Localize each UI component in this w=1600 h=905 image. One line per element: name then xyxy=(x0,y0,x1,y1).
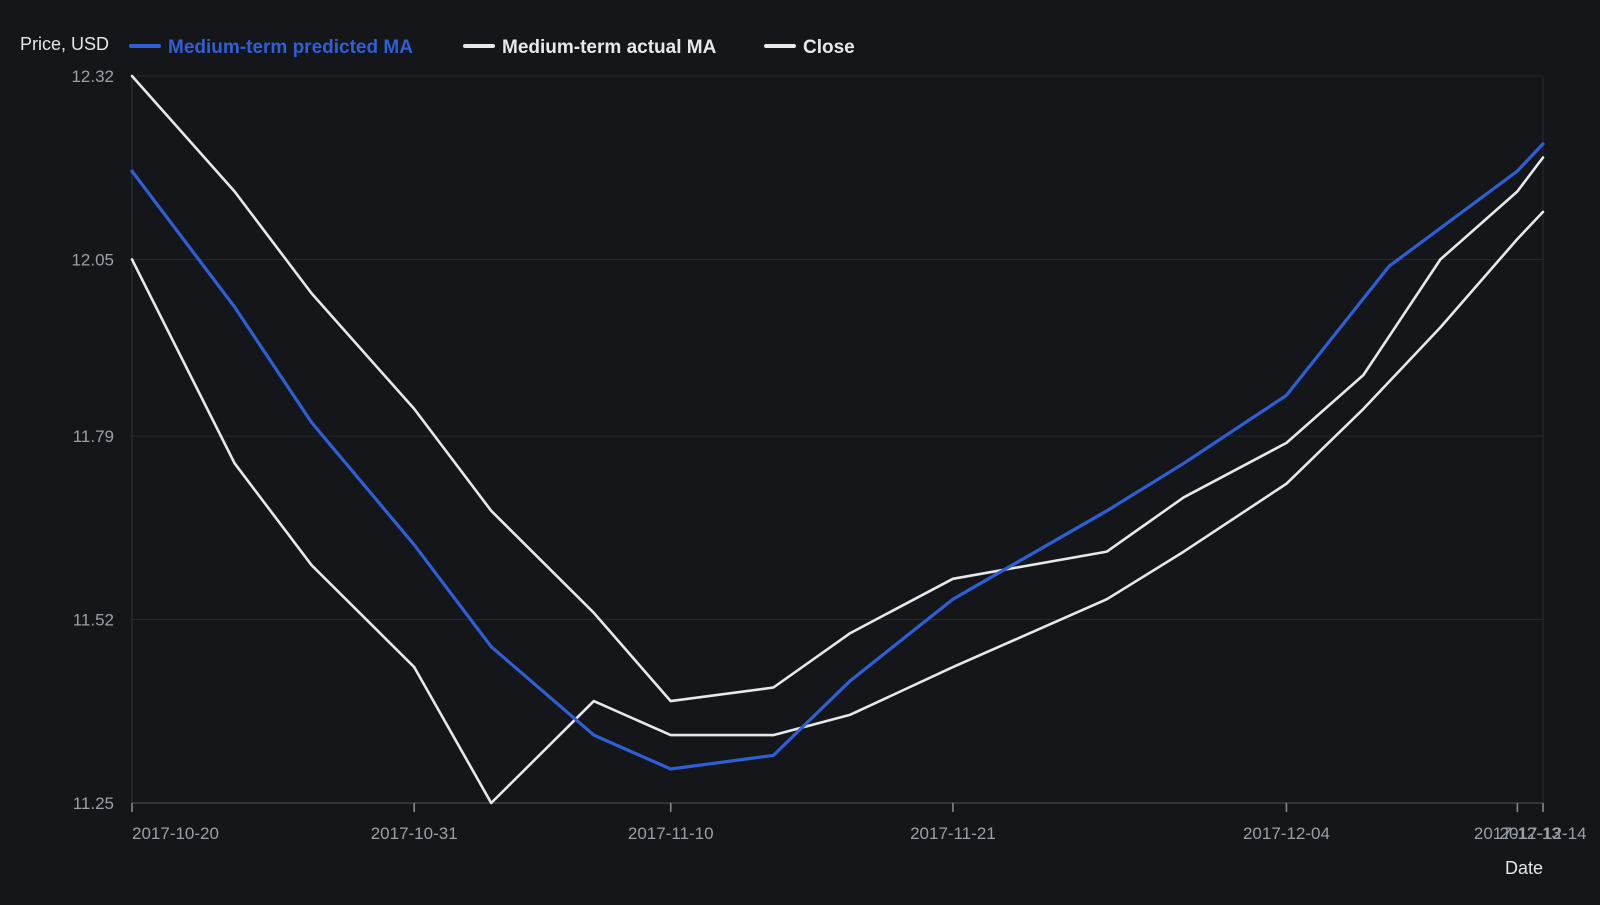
legend: Medium-term predicted MA Medium-term actu… xyxy=(129,37,855,58)
legend-label: Medium-term predicted MA xyxy=(168,37,413,58)
x-tick-label: 2017-12-13 xyxy=(1474,824,1561,843)
x-tick-label: 2017-12-14 xyxy=(1500,824,1587,843)
series-line-actual-ma xyxy=(130,74,1545,703)
x-tick-label: 2017-10-31 xyxy=(371,824,458,843)
x-tick-label: 2017-11-21 xyxy=(910,824,996,843)
series-line-predicted-ma xyxy=(130,142,1545,771)
y-tick-label: 12.05 xyxy=(71,250,114,269)
legend-item[interactable]: Medium-term actual MA xyxy=(463,37,717,58)
x-axis-title: Date xyxy=(1505,858,1543,878)
x-tick-label: 2017-11-10 xyxy=(628,824,714,843)
legend-item[interactable]: Close xyxy=(764,37,855,58)
legend-label: Close xyxy=(803,37,855,58)
y-tick-label: 11.52 xyxy=(73,611,114,630)
series-lines xyxy=(130,74,1545,805)
x-tick-label: 2017-10-20 xyxy=(132,824,219,843)
axes: 11.25 11.52 11.79 12.05 12.32 2017-10-20 2017-… xyxy=(71,67,1586,843)
legend-label: Medium-term actual MA xyxy=(502,37,717,58)
y-tick-label: 11.79 xyxy=(73,427,114,446)
series-line-close xyxy=(130,210,1545,805)
y-axis-title: Price, USD xyxy=(20,34,109,54)
axis-labels: Price, USD Date xyxy=(20,34,1543,878)
legend-item[interactable]: Medium-term predicted MA xyxy=(129,37,413,58)
y-tick-label: 12.32 xyxy=(71,67,114,86)
y-tick-label: 11.25 xyxy=(73,794,114,813)
x-tick-label: 2017-12-04 xyxy=(1243,824,1330,843)
